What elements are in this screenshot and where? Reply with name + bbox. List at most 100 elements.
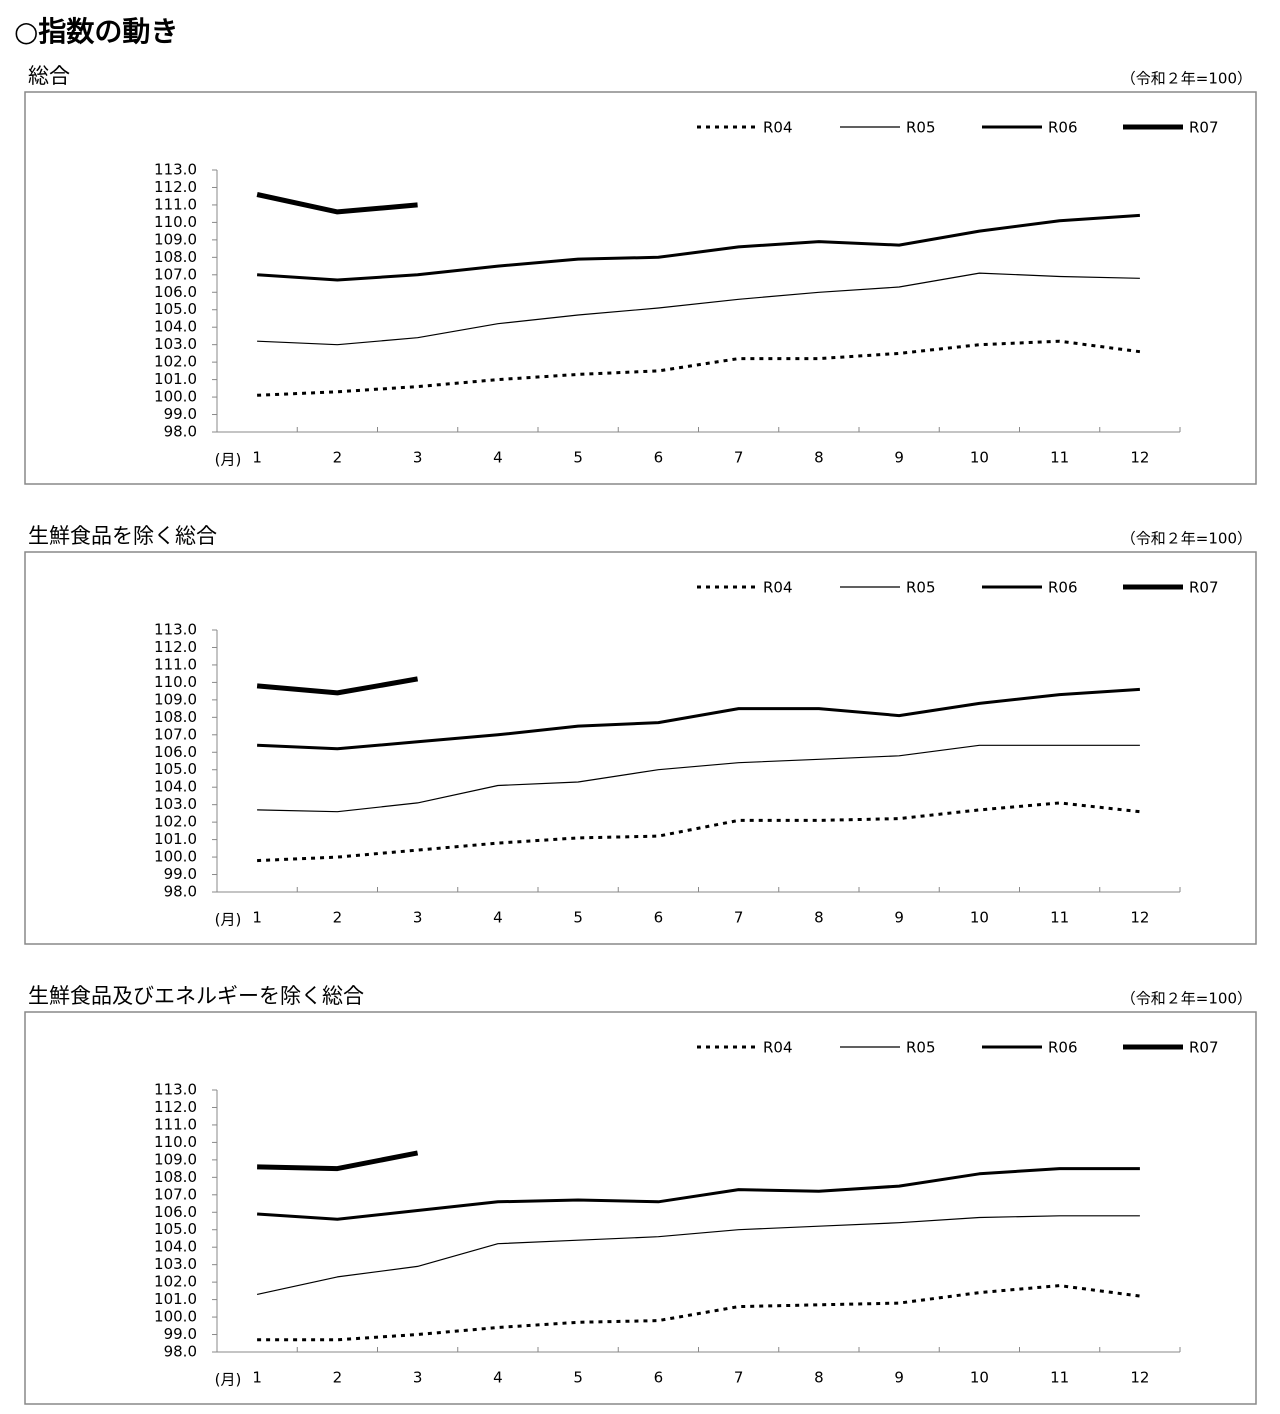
x-tick-label: 9: [894, 1369, 904, 1387]
series-line: [256, 1215, 1140, 1295]
y-tick-label: 105.0: [154, 300, 197, 318]
y-tick-label: 102.0: [154, 813, 197, 831]
legend-label: R05: [906, 119, 936, 137]
y-tick-label: 106.0: [154, 283, 197, 301]
x-tick-label: 6: [654, 449, 664, 467]
x-tick-label: 12: [1130, 909, 1149, 927]
x-tick-label: 9: [894, 449, 904, 467]
legend-label: R05: [906, 579, 936, 597]
y-tick-label: 113.0: [154, 1081, 197, 1099]
x-tick-label: 5: [573, 1369, 583, 1387]
legend-label: R06: [1048, 1039, 1078, 1057]
y-tick-label: 103.0: [154, 795, 197, 813]
y-tick-label: 105.0: [154, 1220, 197, 1238]
y-tick-label: 108.0: [154, 248, 197, 266]
y-tick-label: 99.0: [164, 405, 197, 423]
series-line: [257, 272, 1140, 346]
y-tick-label: 112.0: [154, 178, 197, 196]
x-tick-label: 11: [1050, 1369, 1069, 1387]
y-tick-label: 108.0: [154, 1168, 197, 1186]
legend-label: R05: [906, 1039, 936, 1057]
y-tick-label: 113.0: [154, 621, 197, 639]
y-tick-label: 98.0: [164, 423, 197, 441]
y-tick-label: 100.0: [154, 388, 197, 406]
y-tick-label: 106.0: [154, 743, 197, 761]
legend-label: R04: [763, 119, 793, 137]
x-axis-label: (月): [215, 451, 242, 469]
y-tick-label: 101.0: [154, 830, 197, 848]
legend-label: R07: [1189, 579, 1219, 597]
series-line: [257, 687, 1140, 751]
chart-title: 生鮮食品を除く総合: [28, 524, 217, 548]
x-tick-label: 1: [252, 909, 262, 927]
x-tick-label: 10: [970, 909, 989, 927]
x-tick-label: 1: [252, 1369, 262, 1387]
x-tick-label: 12: [1130, 1369, 1149, 1387]
series-line: [257, 213, 1140, 282]
legend-label: R07: [1189, 119, 1219, 137]
y-tick-label: 113.0: [154, 161, 197, 179]
x-tick-label: 2: [333, 449, 343, 467]
y-tick-label: 104.0: [154, 1238, 197, 1256]
y-tick-label: 108.0: [154, 708, 197, 726]
x-tick-label: 2: [333, 909, 343, 927]
y-tick-label: 106.0: [154, 1203, 197, 1221]
series-line: [257, 339, 1141, 397]
y-tick-label: 103.0: [154, 335, 197, 353]
x-tick-label: 5: [573, 909, 583, 927]
y-tick-label: 102.0: [154, 353, 197, 371]
series-line: [257, 744, 1140, 813]
y-tick-label: 107.0: [154, 725, 197, 743]
series-line: [257, 801, 1141, 863]
y-tick-label: 111.0: [154, 195, 197, 213]
legend-label: R06: [1048, 579, 1078, 597]
series-line: [257, 1284, 1141, 1342]
series-line: [257, 1167, 1140, 1221]
x-tick-label: 12: [1130, 449, 1149, 467]
y-tick-label: 110.0: [154, 1133, 197, 1151]
unit-note: （令和２年=100）: [1121, 530, 1252, 548]
x-tick-label: 6: [654, 1369, 664, 1387]
y-tick-label: 112.0: [154, 1098, 197, 1116]
y-tick-label: 101.0: [154, 1290, 197, 1308]
y-tick-label: 107.0: [154, 1185, 197, 1203]
x-tick-label: 8: [814, 449, 824, 467]
y-tick-label: 109.0: [154, 230, 197, 248]
chart-frame: [24, 1011, 1257, 1405]
x-tick-label: 4: [493, 909, 503, 927]
x-axis-label: (月): [215, 911, 242, 929]
y-tick-label: 100.0: [154, 848, 197, 866]
page-title: ○指数の動き: [14, 15, 178, 48]
x-tick-label: 8: [814, 1369, 824, 1387]
y-tick-label: 109.0: [154, 1150, 197, 1168]
y-tick-label: 111.0: [154, 655, 197, 673]
x-axis-label: (月): [215, 1371, 242, 1389]
series-line: [256, 676, 419, 696]
y-tick-label: 103.0: [154, 1255, 197, 1273]
x-tick-label: 1: [252, 449, 262, 467]
x-tick-label: 7: [734, 909, 744, 927]
legend-label: R06: [1048, 119, 1078, 137]
y-tick-label: 99.0: [164, 1325, 197, 1343]
x-tick-label: 7: [734, 1369, 744, 1387]
x-tick-label: 5: [573, 449, 583, 467]
y-tick-label: 112.0: [154, 638, 197, 656]
x-tick-label: 8: [814, 909, 824, 927]
y-tick-label: 102.0: [154, 1273, 197, 1291]
x-tick-label: 6: [654, 909, 664, 927]
y-tick-label: 104.0: [154, 318, 197, 336]
legend-label: R04: [763, 1039, 793, 1057]
y-tick-label: 101.0: [154, 370, 197, 388]
x-tick-label: 3: [413, 1369, 423, 1387]
y-tick-label: 107.0: [154, 265, 197, 283]
unit-note: （令和２年=100）: [1121, 990, 1252, 1008]
x-tick-label: 4: [493, 1369, 503, 1387]
legend-label: R07: [1189, 1039, 1219, 1057]
chart-frame: [24, 551, 1257, 945]
chart-title: 総合: [28, 64, 70, 88]
x-tick-label: 4: [493, 449, 503, 467]
y-tick-label: 111.0: [154, 1115, 197, 1133]
x-tick-label: 11: [1050, 909, 1069, 927]
